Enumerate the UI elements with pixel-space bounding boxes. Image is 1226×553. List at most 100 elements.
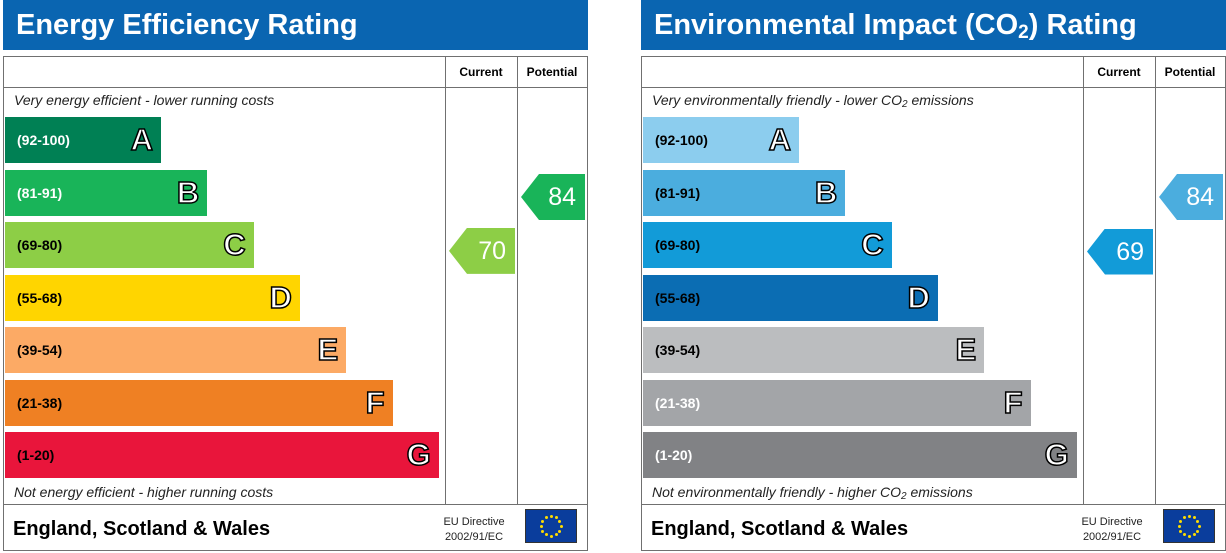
band-a: (92-100) A	[643, 117, 799, 163]
band-range-label: (39-54)	[17, 342, 63, 358]
band-letter: D	[269, 279, 293, 316]
eu-directive-line2: 2002/91/EC	[1082, 531, 1142, 543]
environmental-impact-title: Environmental Impact (CO2) Rating	[641, 0, 1226, 50]
band-range-label: (1-20)	[17, 447, 55, 463]
caption-bottom-text: Not environmentally friendly - higher CO	[652, 484, 901, 500]
band-letter: G	[1044, 436, 1070, 473]
band-a: (92-100) A	[5, 117, 161, 163]
caption-top: Very environmentally friendly - lower CO…	[652, 92, 974, 110]
eu-star-icon	[540, 529, 544, 533]
eu-star-icon	[1182, 515, 1186, 519]
band-e: (39-54) E	[5, 327, 347, 373]
eu-star-icon	[549, 514, 553, 518]
eu-star-icon	[1187, 514, 1191, 518]
eu-star-icon	[544, 533, 548, 537]
band-letter: C	[860, 226, 884, 263]
band-letter: F	[365, 384, 385, 421]
eu-star-icon	[1196, 519, 1200, 523]
eu-star-icon	[1177, 524, 1181, 528]
current-column-header: Current	[459, 65, 503, 79]
band-range-label: (81-91)	[17, 184, 63, 201]
current-rating-arrow: 70	[449, 227, 515, 274]
band-range-label: (39-54)	[655, 342, 701, 358]
eu-star-icon	[554, 533, 558, 537]
eu-star-icon	[559, 524, 563, 528]
band-letter: G	[406, 436, 432, 473]
eu-star-icon	[549, 534, 553, 538]
caption-bottom-text-end: emissions	[906, 484, 973, 500]
band-f: (21-38) F	[643, 379, 1031, 426]
band-range-label: (92-100)	[655, 132, 708, 148]
band-c: (69-80) C	[643, 222, 892, 268]
energy-efficiency-title: Energy Efficiency Rating	[3, 0, 588, 50]
title-text-end: ) Rating	[1028, 9, 1137, 41]
band-range-label: (21-38)	[17, 394, 63, 411]
band-letter: C	[222, 226, 246, 263]
band-range-label: (21-38)	[655, 394, 701, 411]
eu-star-icon	[1196, 529, 1200, 533]
eu-star-icon	[554, 515, 558, 519]
band-d: (55-68) D	[5, 274, 300, 321]
column-separator	[1083, 57, 1084, 505]
energy-efficiency-panel: Energy Efficiency Rating Current Potenti…	[3, 0, 588, 553]
column-separator	[445, 57, 446, 505]
eu-star-icon	[558, 529, 562, 533]
caption-top: Very energy efficient - lower running co…	[14, 92, 275, 108]
eu-directive: EU Directive 2002/91/EC	[1068, 515, 1156, 545]
band-g: (1-20) G	[5, 432, 439, 478]
band-e: (39-54) E	[643, 327, 985, 373]
eu-directive-line2: 2002/91/EC	[444, 531, 504, 543]
caption-bottom-subscript: 2	[901, 491, 907, 502]
band-range-label: (55-68)	[17, 289, 63, 306]
title-subscript: 2	[1018, 22, 1029, 43]
caption-top-text: Very environmentally friendly - lower CO	[652, 92, 903, 108]
environmental-impact-frame: Current Potential Very environmentally f…	[641, 56, 1226, 551]
band-range-label: (1-20)	[655, 447, 693, 463]
band-range-label: (55-68)	[655, 289, 701, 306]
current-rating-arrow: 69	[1087, 228, 1153, 275]
eu-star-icon	[1197, 524, 1201, 528]
column-separator	[1155, 57, 1156, 505]
eu-star-icon	[1178, 529, 1182, 533]
eu-star-icon	[540, 519, 544, 523]
eu-star-icon	[1187, 534, 1191, 538]
band-range-label: (81-91)	[655, 184, 701, 201]
country-label: England, Scotland & Wales	[13, 518, 271, 540]
footer-divider	[642, 504, 1225, 505]
title-text: Environmental Impact (CO	[654, 9, 1019, 41]
band-letter: D	[907, 279, 931, 316]
eu-star-icon	[1192, 515, 1196, 519]
eu-directive-line1: EU Directive	[1081, 516, 1143, 528]
eu-directive: EU Directive 2002/91/EC	[430, 515, 518, 545]
caption-top-text-end: emissions	[907, 92, 974, 108]
caption-bottom: Not environmentally friendly - higher CO…	[652, 484, 973, 502]
band-b: (81-91) B	[643, 169, 846, 216]
potential-column-header: Potential	[526, 65, 578, 79]
eu-directive-line1: EU Directive	[443, 516, 505, 528]
band-letter: B	[814, 174, 838, 211]
column-separator	[517, 57, 518, 505]
eu-star-icon	[544, 515, 548, 519]
eu-star-icon	[1192, 533, 1196, 537]
caption-top-subscript: 2	[902, 99, 908, 110]
band-range-label: (69-80)	[17, 237, 63, 253]
band-letter: E	[955, 331, 977, 368]
country-label: England, Scotland & Wales	[651, 518, 909, 540]
eu-star-icon	[558, 519, 562, 523]
band-range-label: (92-100)	[17, 132, 70, 148]
band-g: (1-20) G	[643, 432, 1077, 478]
footer-divider	[4, 504, 587, 505]
potential-column-header: Potential	[1164, 65, 1216, 79]
band-letter: B	[176, 174, 200, 211]
environmental-impact-panel: Environmental Impact (CO2) Rating Curren…	[641, 0, 1226, 553]
potential-rating-arrow: 84	[521, 174, 585, 221]
current-column-header: Current	[1097, 65, 1141, 79]
eu-flag-icon	[525, 509, 577, 543]
header-divider	[4, 87, 587, 88]
eu-star-icon	[1178, 519, 1182, 523]
potential-rating-arrow: 84	[1159, 174, 1223, 221]
band-letter: A	[130, 121, 154, 158]
band-c: (69-80) C	[5, 222, 254, 268]
band-letter: E	[317, 331, 339, 368]
caption-bottom: Not energy efficient - higher running co…	[14, 484, 274, 500]
